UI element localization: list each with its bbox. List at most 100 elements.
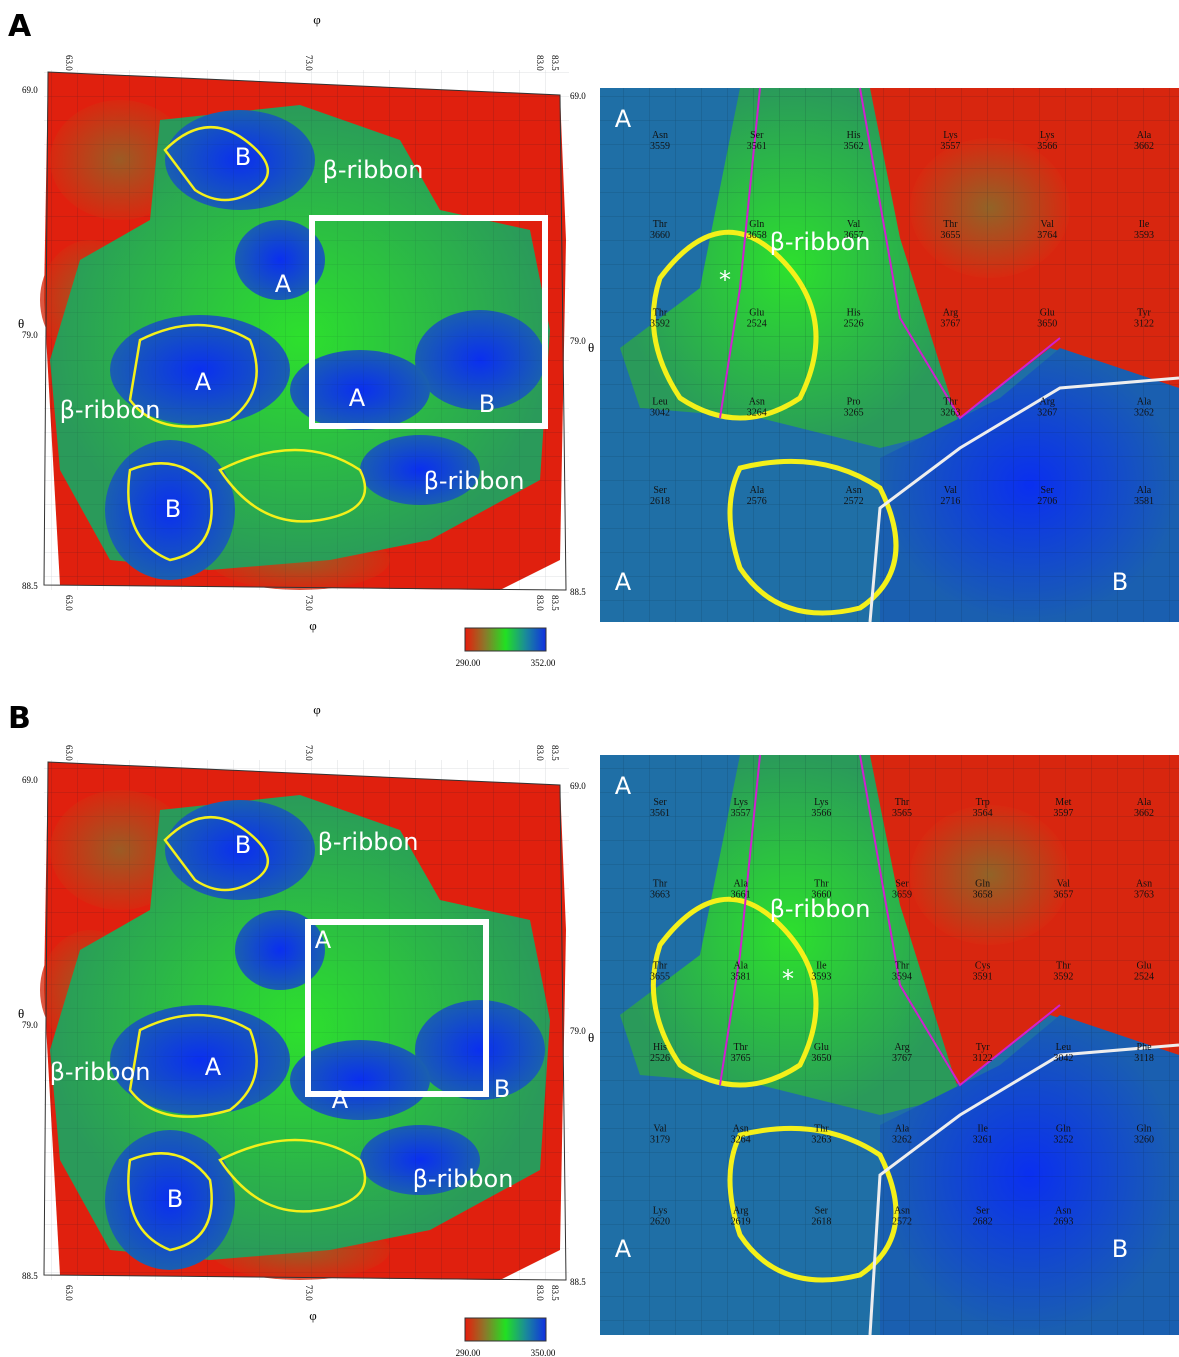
residue-name: Gln [749, 219, 764, 230]
residue-name: Thr [1056, 960, 1071, 971]
residue-name: Ala [733, 960, 748, 971]
residue-number: 3594 [892, 971, 912, 982]
residue-number: 3559 [650, 141, 670, 152]
residue-name: Val [1041, 219, 1055, 230]
y-axis-label: θ [18, 1006, 24, 1021]
residue-number: 3561 [650, 808, 670, 819]
x-tick-label: 83.5 [550, 595, 560, 611]
residue-number: 3663 [650, 890, 670, 901]
residue-name: Thr [653, 219, 668, 230]
region-label: B [235, 831, 251, 859]
region-label: A [332, 1086, 349, 1114]
residue-number: 3566 [811, 808, 831, 819]
x-tick-label: 83.0 [535, 745, 545, 761]
residue-name: Arg [733, 1205, 748, 1216]
asterisk: * [719, 266, 731, 294]
residue-name: Ala [733, 879, 748, 890]
residue-name: Ser [750, 130, 764, 141]
y-tick-label: 88.5 [570, 587, 586, 597]
residue-number: 3591 [973, 971, 993, 982]
figure: φφθθ63.063.073.073.083.083.083.583.569.0… [0, 0, 1179, 1357]
residue-number: 2526 [844, 319, 864, 330]
region-label: A [315, 926, 332, 954]
residue-number: 3659 [892, 890, 912, 901]
residue-number: 2706 [1037, 496, 1057, 507]
region-label: A [275, 270, 292, 298]
x-tick-label: 63.0 [64, 1285, 74, 1301]
residue-number: 3592 [650, 319, 670, 330]
region-label: A [615, 1235, 632, 1263]
x-tick-label: 63.0 [64, 595, 74, 611]
colorbar-max: 352.00 [531, 658, 556, 668]
residue-name: Glu [1137, 960, 1152, 971]
residue-name: Thr [943, 396, 958, 407]
region-label: A [205, 1053, 222, 1081]
y-tick-label: 79.0 [22, 1020, 38, 1030]
x-axis-label: φ [313, 702, 321, 717]
residue-name: Tyr [1137, 308, 1151, 319]
residue-name: Gln [1056, 1124, 1071, 1135]
residue-name: Asn [652, 130, 668, 141]
residue-name: Ala [895, 1124, 910, 1135]
residue-number: 3767 [940, 319, 960, 330]
residue-name: Trp [976, 797, 990, 808]
x-axis-label: φ [313, 12, 321, 27]
residue-name: Val [653, 1124, 667, 1135]
residue-name: Ala [1137, 485, 1152, 496]
y-tick-label: 69.0 [570, 781, 586, 791]
colorbar-min: 290.00 [456, 658, 481, 668]
residue-number: 3655 [940, 230, 960, 241]
residue-number: 3581 [1134, 496, 1154, 507]
x-tick-label: 73.0 [304, 1285, 314, 1301]
residue-number: 3765 [731, 1053, 751, 1064]
residue-name: Ala [1137, 396, 1152, 407]
residue-number: 3557 [731, 808, 751, 819]
y-tick-label: 88.5 [22, 581, 38, 591]
residue-number: 3261 [973, 1135, 993, 1146]
residue-name: Thr [895, 960, 910, 971]
residue-name: His [653, 1042, 667, 1053]
residue-name: Ala [1137, 130, 1152, 141]
y-axis-label: θ [588, 340, 594, 355]
residue-name: Ser [653, 485, 667, 496]
residue-number: 3565 [892, 808, 912, 819]
residue-name: His [847, 130, 861, 141]
residue-number: 2716 [940, 496, 960, 507]
residue-name: Ile [816, 960, 827, 971]
region-label: A [195, 368, 212, 396]
region-label: β-ribbon [318, 828, 419, 856]
residue-name: Thr [653, 879, 668, 890]
y-axis-label: θ [18, 316, 24, 331]
x-tick-label: 73.0 [304, 745, 314, 761]
residue-number: 3592 [1053, 971, 1073, 982]
residue-number: 2524 [1134, 971, 1154, 982]
region-label: B [479, 390, 495, 418]
residue-number: 3262 [1134, 407, 1154, 418]
residue-number: 3660 [650, 230, 670, 241]
y-tick-label: 88.5 [570, 1277, 586, 1287]
residue-name: Ile [977, 1124, 988, 1135]
residue-number: 2618 [650, 496, 670, 507]
x-tick-label: 83.0 [535, 55, 545, 71]
residue-number: 2526 [650, 1053, 670, 1064]
residue-name: Lys [653, 1205, 668, 1216]
residue-name: Asn [894, 1205, 910, 1216]
residue-name: Asn [733, 1124, 749, 1135]
residue-number: 3764 [1037, 230, 1057, 241]
residue-name: Arg [1040, 396, 1055, 407]
residue-name: Pro [847, 396, 861, 407]
residue-name: Thr [814, 1124, 829, 1135]
residue-name: Ala [750, 485, 765, 496]
y-tick-label: 69.0 [22, 85, 38, 95]
residue-number: 3662 [1134, 141, 1154, 152]
residue-number: 2682 [973, 1216, 993, 1227]
map-shape [600, 88, 1179, 622]
region-label: β-ribbon [413, 1165, 514, 1193]
x-tick-label: 73.0 [304, 55, 314, 71]
residue-name: Glu [1040, 308, 1055, 319]
panel-letter: B [8, 701, 31, 736]
residue-name: Thr [943, 219, 958, 230]
x-tick-label: 83.0 [535, 595, 545, 611]
x-axis-label: φ [309, 618, 317, 633]
x-tick-label: 63.0 [64, 55, 74, 71]
